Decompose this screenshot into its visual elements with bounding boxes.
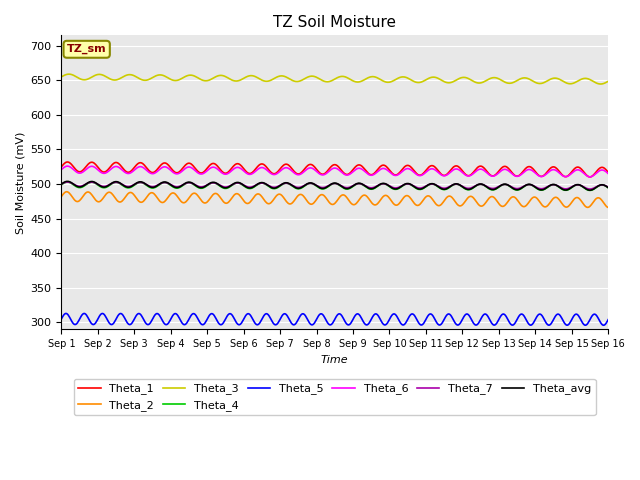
Theta_1 — [604, 169, 612, 175]
Theta_4 — [58, 182, 65, 188]
Theta_6 — [63, 163, 71, 169]
Theta_6 — [586, 174, 594, 180]
Theta_4 — [180, 182, 188, 188]
Theta_1 — [402, 163, 410, 169]
Theta_6 — [58, 167, 65, 172]
Theta_5 — [180, 322, 188, 327]
Theta_4 — [124, 185, 132, 191]
Line: Theta_2: Theta_2 — [61, 192, 608, 207]
Title: TZ Soil Moisture: TZ Soil Moisture — [273, 15, 396, 30]
Theta_avg — [209, 180, 216, 185]
Theta_avg — [63, 179, 71, 184]
Theta_7 — [58, 181, 65, 187]
Theta_7 — [604, 184, 612, 190]
Theta_6 — [68, 166, 76, 171]
Theta_3 — [124, 72, 132, 78]
Theta_5 — [600, 323, 607, 328]
Theta_3 — [209, 75, 216, 81]
Line: Theta_avg: Theta_avg — [61, 181, 608, 190]
Line: Theta_3: Theta_3 — [61, 74, 608, 84]
Theta_4 — [402, 181, 410, 187]
Theta_7 — [586, 186, 594, 192]
Theta_6 — [604, 171, 612, 177]
X-axis label: Time: Time — [321, 355, 349, 365]
Theta_7 — [402, 181, 410, 187]
Theta_5 — [58, 316, 65, 322]
Theta_5 — [124, 321, 132, 327]
Theta_avg — [68, 180, 76, 186]
Theta_3 — [402, 74, 410, 80]
Theta_3 — [58, 74, 65, 80]
Theta_7 — [180, 181, 188, 187]
Theta_1 — [58, 164, 65, 169]
Theta_2 — [68, 194, 76, 200]
Theta_1 — [180, 164, 188, 170]
Theta_6 — [124, 170, 132, 176]
Theta_4 — [68, 181, 76, 187]
Line: Theta_5: Theta_5 — [61, 313, 608, 325]
Theta_5 — [402, 320, 410, 325]
Text: TZ_sm: TZ_sm — [67, 44, 106, 54]
Theta_4 — [586, 188, 594, 193]
Theta_5 — [418, 322, 426, 328]
Theta_6 — [402, 166, 410, 172]
Y-axis label: Soil Moisture (mV): Soil Moisture (mV) — [15, 131, 25, 234]
Theta_5 — [62, 311, 70, 316]
Theta_1 — [418, 172, 426, 178]
Theta_2 — [180, 200, 188, 205]
Theta_6 — [418, 172, 426, 178]
Theta_3 — [418, 79, 426, 85]
Theta_7 — [209, 180, 216, 186]
Theta_2 — [58, 193, 65, 199]
Theta_3 — [596, 81, 604, 87]
Theta_1 — [209, 161, 216, 167]
Theta_avg — [418, 186, 426, 192]
Theta_1 — [63, 159, 71, 165]
Theta_5 — [604, 317, 612, 323]
Line: Theta_4: Theta_4 — [61, 182, 608, 191]
Theta_2 — [124, 191, 132, 196]
Theta_4 — [604, 185, 612, 191]
Theta_5 — [68, 319, 76, 324]
Theta_5 — [209, 311, 216, 317]
Theta_7 — [68, 180, 76, 186]
Theta_3 — [604, 78, 612, 84]
Theta_avg — [402, 181, 410, 187]
Theta_avg — [586, 187, 594, 193]
Theta_2 — [209, 192, 216, 198]
Theta_1 — [586, 174, 594, 180]
Theta_avg — [604, 185, 612, 191]
Line: Theta_1: Theta_1 — [61, 162, 608, 177]
Theta_3 — [65, 71, 73, 77]
Theta_avg — [180, 181, 188, 187]
Theta_7 — [418, 185, 426, 191]
Line: Theta_6: Theta_6 — [61, 166, 608, 177]
Theta_3 — [180, 74, 188, 80]
Legend: Theta_1, Theta_2, Theta_3, Theta_4, Theta_5, Theta_6, Theta_7, Theta_avg: Theta_1, Theta_2, Theta_3, Theta_4, Thet… — [74, 379, 596, 415]
Theta_1 — [124, 169, 132, 175]
Theta_3 — [68, 72, 76, 78]
Theta_2 — [418, 199, 426, 205]
Theta_6 — [209, 164, 216, 170]
Theta_avg — [58, 181, 65, 187]
Theta_avg — [124, 184, 132, 190]
Theta_2 — [402, 193, 410, 199]
Theta_7 — [63, 179, 71, 185]
Theta_4 — [418, 186, 426, 192]
Theta_4 — [209, 180, 216, 186]
Theta_7 — [124, 184, 132, 190]
Line: Theta_7: Theta_7 — [61, 182, 608, 189]
Theta_1 — [68, 162, 76, 168]
Theta_4 — [63, 179, 71, 185]
Theta_6 — [180, 167, 188, 172]
Theta_2 — [604, 204, 612, 210]
Theta_2 — [63, 189, 70, 194]
